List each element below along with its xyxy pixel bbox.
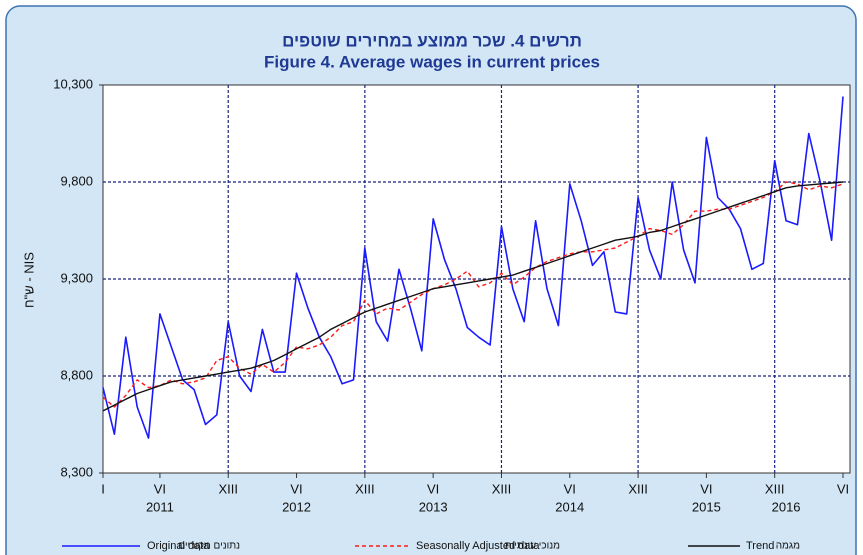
x-tick-label: VI [700,481,712,496]
chart-title: Figure 4. Average wages in current price… [264,52,600,71]
legend-label: Original data [147,540,210,552]
x-tick-label: XIII [355,481,375,496]
year-label: 2012 [282,499,311,514]
year-label: 2015 [692,499,721,514]
series-line [102,181,844,412]
x-tick-label: VI [154,481,166,496]
y-tick-label: 9,300 [60,270,93,285]
legend-label-he: נתונים מקוריים [178,541,240,552]
chart-title-he: תרשים 4. שכר ממוצע במחירים שוטפים [282,31,582,50]
legend-label-he: מגמה [776,541,800,552]
y-tick-label: 8,800 [60,367,93,382]
x-tick-label: VI [290,481,302,496]
x-tick-label: XIII [765,481,785,496]
year-label: 2011 [146,499,174,514]
x-tick-label: VI [427,481,439,496]
x-tick-label: XIII [492,481,512,496]
x-tick-label: VI [837,481,849,496]
series-line [102,96,844,439]
x-tick-label: XIII [628,481,648,496]
year-label: 2013 [419,499,448,514]
series-line [102,181,844,408]
legend-label-he: מנוכי עונתיות [505,541,560,552]
x-tick-label: I [101,481,105,496]
y-tick-label: 8,300 [60,464,93,479]
legend-label: Seasonally Adjusted data [416,540,540,552]
legend-label: Trend [746,540,774,552]
y-axis-label: ש"ח - NIS [21,252,36,308]
y-tick-label: 9,800 [60,173,93,188]
y-tick-label: 10,300 [53,76,93,91]
year-label: 2016 [772,499,801,514]
x-tick-label: VI [564,481,576,496]
x-tick-label: XIII [218,481,238,496]
year-label: 2014 [555,499,584,514]
